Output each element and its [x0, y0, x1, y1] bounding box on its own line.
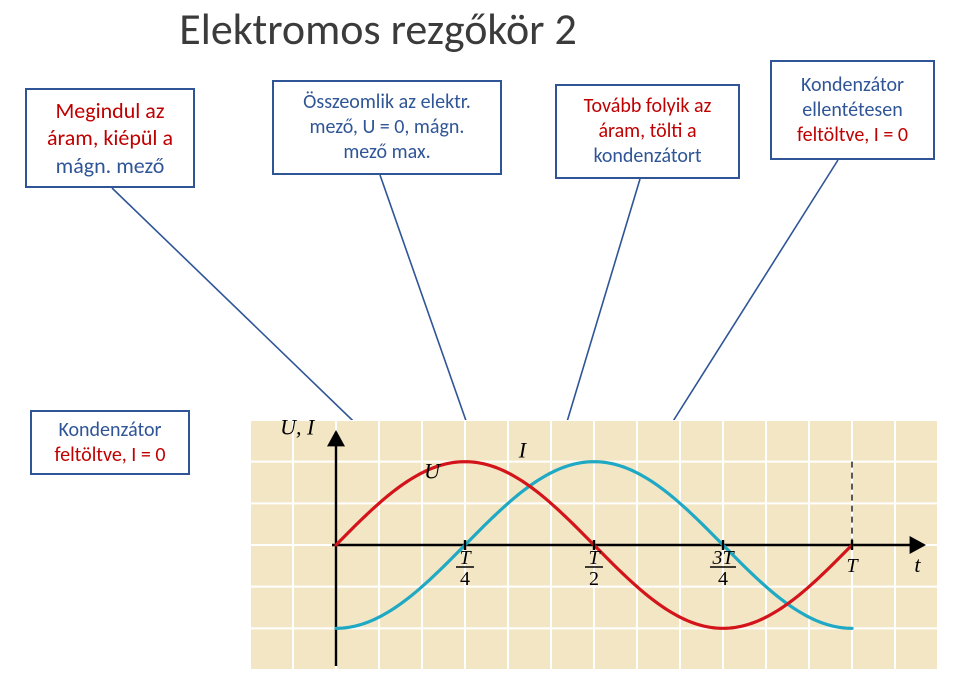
oscillation-chart: U, ItUIT4T23T4T	[250, 420, 938, 670]
svg-text:3T: 3T	[711, 547, 735, 569]
box-line: Kondenzátor	[58, 418, 161, 442]
phase-box-4: Kondenzátorellentétesenfeltöltve, I = 0	[770, 60, 935, 160]
box-line: mágn. mező	[56, 152, 165, 179]
phase-box-1: Megindul azáram, kiépül amágn. mező	[25, 88, 195, 188]
box-line: Megindul az	[55, 97, 164, 124]
box-line: mező max.	[343, 140, 430, 164]
box-line: ellentétesen	[802, 98, 902, 122]
svg-text:2: 2	[589, 568, 599, 590]
svg-text:T: T	[588, 547, 601, 569]
box-line: mező, U = 0, mágn.	[310, 115, 465, 139]
svg-text:T: T	[846, 555, 859, 577]
box-line: kondenzátort	[593, 144, 701, 168]
svg-text:t: t	[914, 552, 921, 577]
box-line: Kondenzátor	[801, 73, 904, 97]
box-line: áram, tölti a	[598, 119, 696, 143]
box-line: feltöltve, I = 0	[55, 443, 166, 467]
phase-box-5: Kondenzátorfeltöltve, I = 0	[30, 410, 190, 475]
box-line: feltöltve, I = 0	[797, 123, 908, 147]
svg-text:U: U	[424, 458, 442, 483]
svg-text:4: 4	[460, 568, 470, 590]
svg-text:T: T	[459, 547, 472, 569]
phase-box-3: Tovább folyik azáram, tölti akondenzátor…	[555, 84, 740, 179]
box-line: áram, kiépül a	[47, 124, 173, 151]
svg-text:U, I: U, I	[280, 420, 316, 440]
page-title: Elektromos rezgőkör 2	[98, 2, 658, 56]
phase-box-2: Összeomlik az elektr.mező, U = 0, mágn.m…	[272, 80, 502, 175]
box-line: Tovább folyik az	[584, 94, 712, 118]
svg-text:4: 4	[718, 568, 728, 590]
box-line: Összeomlik az elektr.	[303, 90, 471, 114]
